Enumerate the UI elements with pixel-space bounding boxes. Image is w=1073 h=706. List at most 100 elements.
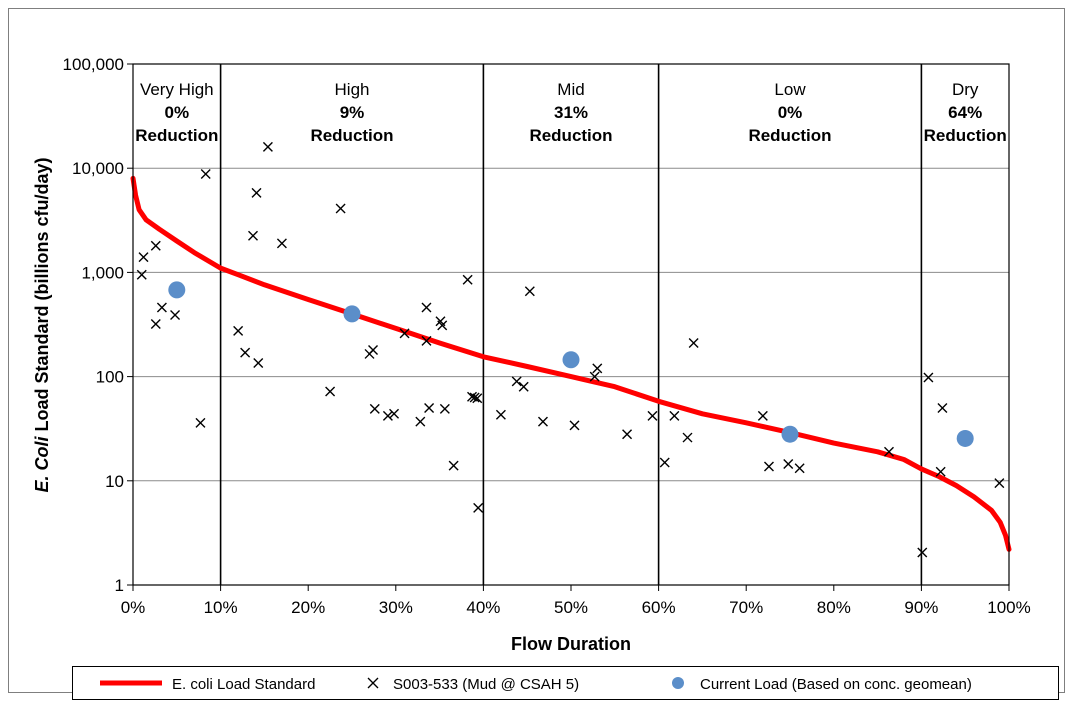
sample-point [170,310,181,321]
sample-point [682,432,693,443]
sample-point-stroke [937,402,948,413]
sample-point [794,463,805,474]
zone-reduction-percent: 0% [778,103,803,122]
sample-point [462,274,473,285]
sample-point [763,461,774,472]
sample-point [647,410,658,421]
sample-point [469,392,480,403]
sample-point [923,372,934,383]
sample-point-stroke [923,372,934,383]
sample-point-stroke [335,203,346,214]
sample-point [473,502,484,513]
sample-point-stroke [325,386,336,397]
sample-point-stroke [592,363,603,374]
zone-name-label: Mid [557,80,584,99]
sample-point-stroke [240,347,251,358]
zone-reduction-percent: 9% [340,103,365,122]
sample-point [883,446,894,457]
current-load-point [168,281,186,299]
plot-data [130,141,1012,558]
y-tick-label: 100,000 [63,55,124,74]
sample-point-stroke [473,502,484,513]
sample-point-stroke [437,320,448,331]
sample-point [240,347,251,358]
legend: E. coli Load Standard S003-533 (Mud @ CS… [72,666,1059,700]
legend-current-swatch [672,677,684,689]
zone-reduction-label: Reduction [135,126,218,145]
sample-point [439,403,450,414]
sample-point [369,403,380,414]
sample-point [276,238,287,249]
zone-reduction-label: Reduction [310,126,393,145]
current-load-point [343,305,361,323]
sample-point-stroke [647,410,658,421]
sample-point-stroke [233,325,244,336]
sample-point-stroke [569,420,580,431]
sample-point-stroke [757,410,768,421]
sample-point-stroke [495,409,506,420]
y-axis-title: E. Coli Load Standard (billions cfu/day) [32,157,52,492]
legend-sample-label: S003-533 (Mud @ CSAH 5) [393,676,579,693]
legend-box [72,666,1059,700]
sample-point [421,335,432,346]
x-tick-label: 50% [554,598,588,617]
sample-point [757,410,768,421]
sample-point-stroke [368,345,379,355]
sample-point-stroke [448,460,459,471]
sample-point-stroke [469,392,480,403]
x-tick-label: 30% [379,598,413,617]
sample-point-stroke [421,335,432,346]
flow-zones: Very High 0% Reduction High 9% Reduction Mid 31… [135,64,1007,585]
sample-point [592,363,603,374]
sample-point-stroke [682,432,693,443]
sample-point-stroke [622,429,633,440]
sample-point-stroke [994,478,1005,489]
sample-point-stroke [248,230,259,241]
sample-point-stroke [524,286,535,297]
sample-point [325,386,336,397]
load-standard-curve [130,175,1012,552]
sample-point-stroke [917,547,928,558]
sample-point-stroke [435,316,446,327]
sample-point [589,371,600,382]
sample-point [935,466,946,477]
y-axis-title-italic: E. Coli [32,436,52,493]
sample-point-stroke [276,238,287,249]
zone-reduction-percent: 31% [554,103,588,122]
sample-point [262,141,273,152]
current-load-point [562,351,580,369]
sample-point-stroke [467,391,478,402]
zone-name-label: Low [774,80,806,99]
sample-point [688,338,699,349]
sample-point [415,416,426,427]
sample-point-stroke [200,168,211,179]
sample-point-stroke [424,402,435,413]
sample-point-stroke [150,240,161,251]
sample-point-stroke [763,461,774,472]
sample-point-stroke [589,371,600,382]
sample-point-stroke [472,393,483,404]
sample-point-stroke [659,457,670,468]
sample-point-stroke [783,458,794,469]
x-tick-label: 60% [642,598,676,617]
y-tick-label: 100 [96,368,124,387]
sample-point [389,408,400,419]
sample-point [335,203,346,214]
legend-current-label: Current Load (Based on conc. geomean) [700,676,972,693]
sample-point-stroke [794,463,805,474]
y-tick-label: 10,000 [72,159,124,178]
current-load-point [781,425,799,443]
sample-point [368,345,379,355]
sample-point [253,358,264,369]
x-tick-label: 20% [291,598,325,617]
sample-point-stroke [369,403,380,414]
sample-point-stroke [136,269,147,280]
sample-point-stroke [421,302,432,313]
sample-point-stroke [462,274,473,285]
x-tick-label: 90% [904,598,938,617]
sample-point [156,302,167,313]
sample-point-stroke [669,410,680,421]
sample-point [448,460,459,471]
y-tick-label: 10 [105,472,124,491]
sample-point-stroke [251,187,262,198]
